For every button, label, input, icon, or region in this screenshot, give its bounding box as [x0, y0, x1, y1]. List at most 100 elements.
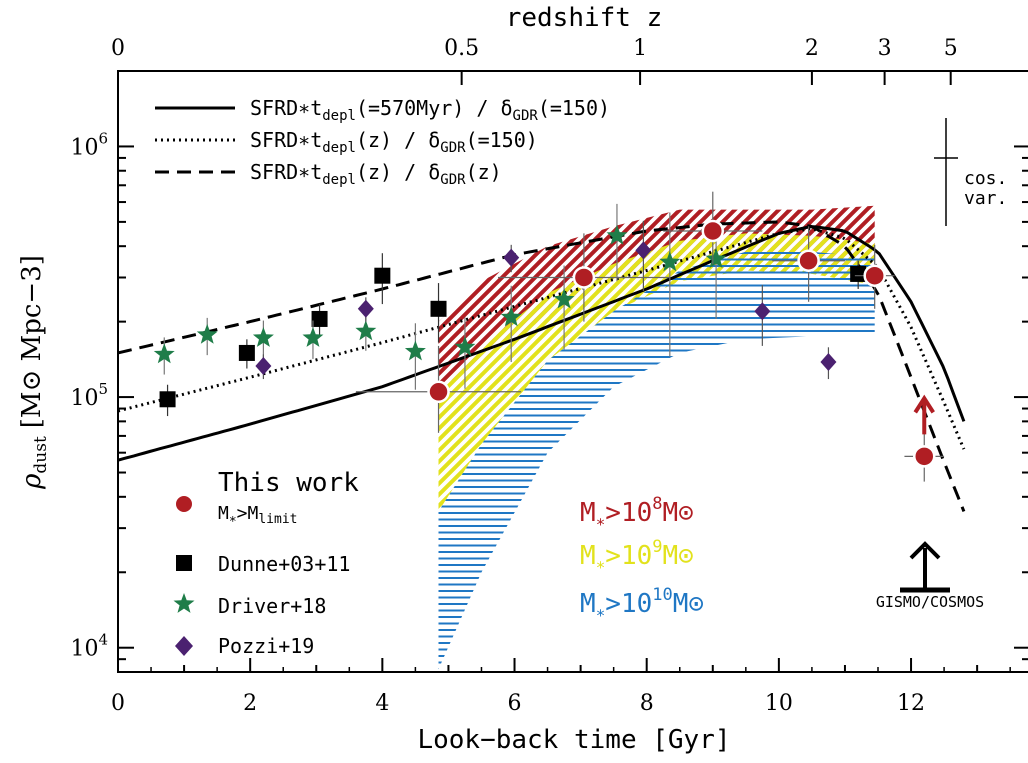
driver-point [153, 343, 175, 364]
band-line [799, 205, 875, 389]
model-line-dashed [118, 220, 966, 512]
band-line [865, 233, 875, 512]
band-line [438, 233, 875, 512]
band-line [878, 0, 1028, 672]
top-tick-label: 2 [805, 36, 819, 61]
driver-point [196, 323, 218, 344]
pozzi-point [820, 353, 837, 372]
this-work-point [863, 264, 886, 287]
band-line [438, 205, 875, 389]
legend-solid-label: SFRD∗tdepl(=570Myr) / δGDR(=150) [250, 96, 610, 124]
this-work-point [572, 266, 596, 289]
y-tick-label: 106 [70, 129, 108, 160]
pozzi-point [255, 357, 272, 376]
x-tick-label: 0 [111, 691, 125, 716]
top-tick-label: 3 [878, 36, 892, 61]
band-line [777, 205, 875, 389]
model-lines [118, 220, 966, 512]
cos-var-label-2: var. [964, 188, 1007, 209]
cosmic-variance-marker: cos. var. [934, 118, 1007, 226]
band-line [700, 233, 875, 512]
band-line [601, 233, 875, 512]
band-line [590, 205, 875, 389]
driver-point [659, 251, 681, 272]
band-line [546, 233, 875, 512]
pozzi-point [357, 299, 374, 318]
dunne-point [850, 265, 867, 282]
x-tick-label: 6 [508, 691, 522, 716]
band-line [645, 233, 875, 512]
band-hatch-1 [438, 0, 1028, 672]
pozzi-point [754, 302, 771, 321]
band-line [438, 205, 831, 389]
band-line [535, 233, 875, 512]
top-tick-label: 1 [633, 36, 647, 61]
band-line [568, 205, 875, 389]
this-work-limit-arrowhead [913, 394, 935, 414]
legend-dotted-label: SFRD∗tdepl(z) / δGDR(=150) [250, 128, 538, 156]
band-line [438, 233, 875, 512]
band-line [557, 205, 875, 389]
band-line [634, 205, 875, 389]
model-line-solid [118, 225, 966, 462]
band-line [810, 233, 875, 512]
legend-pozzi-label: Pozzi+19 [218, 634, 314, 658]
gismo-arrow-head [909, 541, 941, 560]
band-line [766, 233, 875, 512]
this-work-point [913, 445, 936, 468]
legend-this-work-sublabel: M∗>Mlimit [218, 503, 298, 527]
legend-driver-marker [173, 593, 195, 613]
band-line [810, 205, 875, 389]
band-line [678, 233, 875, 512]
band-line [744, 205, 875, 389]
top-axis-title: redshift z [506, 3, 663, 33]
band-label-1e10: M∗>1010M⊙ [580, 585, 704, 622]
band-line [579, 233, 875, 512]
band-line [900, 0, 1028, 672]
band-line [889, 0, 1028, 672]
band-line [922, 0, 1028, 672]
driver-point [500, 306, 522, 327]
band-line [546, 205, 875, 389]
mass-bands [438, 0, 1028, 672]
band-line [579, 205, 875, 389]
band-line [843, 233, 875, 512]
driver-point [553, 288, 575, 309]
band-line [878, 0, 1028, 672]
dunne-point [374, 267, 391, 284]
pozzi-point [635, 241, 652, 260]
y-tick-label: 104 [70, 631, 108, 662]
driver-point [355, 320, 377, 341]
band-line [447, 205, 875, 389]
band-line [733, 205, 875, 389]
gismo-label: GISMO/COSMOS [876, 593, 984, 611]
this-work-point [427, 380, 450, 404]
band-line [601, 205, 875, 389]
band-line [656, 233, 875, 512]
band-label-1e9: M∗>109M⊙ [580, 537, 694, 574]
band-line [438, 205, 853, 389]
band-line [438, 233, 875, 512]
band-line [922, 0, 1028, 672]
band-line [711, 205, 875, 389]
band-line [733, 233, 875, 512]
band-line [447, 233, 875, 512]
x-tick-label: 12 [897, 691, 925, 716]
band-line [634, 233, 875, 512]
band-line [788, 233, 875, 512]
band-line [438, 205, 842, 389]
model-line-dotted [118, 227, 966, 450]
x-tick-label: 8 [640, 691, 654, 716]
y-axis-unit: [M⊙ Mpc−3] [17, 255, 47, 428]
driver-point [252, 327, 274, 347]
band-line [777, 233, 875, 512]
band-line [623, 233, 875, 512]
top-tick-label: 0.5 [444, 36, 479, 61]
band-line [700, 205, 875, 389]
band-line [832, 233, 875, 512]
dunne-point [159, 391, 176, 408]
band-line [438, 233, 875, 512]
top-tick-label: 0 [111, 36, 125, 61]
band-line [799, 233, 875, 512]
band-line [438, 205, 798, 389]
